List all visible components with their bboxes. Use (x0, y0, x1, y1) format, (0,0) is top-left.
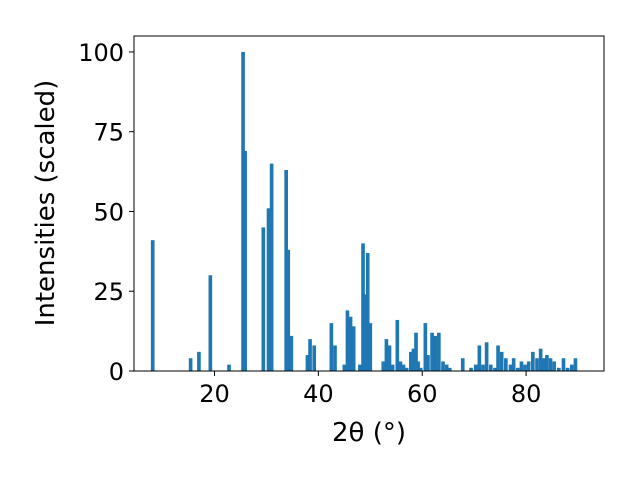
bar (261, 227, 266, 371)
bar (418, 367, 423, 371)
y-tick-label: 0 (109, 358, 124, 386)
bar (401, 364, 406, 371)
bar (519, 361, 524, 371)
bar (365, 252, 370, 371)
bar (569, 364, 574, 371)
bar (227, 364, 231, 371)
bar (188, 358, 193, 371)
bar (493, 367, 497, 371)
bar (381, 361, 386, 371)
x-axis-ticks: 20 40 60 80 (199, 371, 541, 408)
bar (535, 358, 539, 371)
x-tick-label: 80 (511, 380, 542, 408)
bar (545, 355, 549, 371)
bar (426, 355, 430, 371)
bar (469, 367, 473, 371)
bar (312, 345, 317, 371)
bar (368, 323, 373, 371)
bar (305, 355, 310, 371)
bar (398, 361, 403, 371)
bar (329, 323, 334, 371)
bar (499, 351, 504, 371)
bar (345, 310, 350, 371)
bars-group (150, 51, 578, 371)
y-tick-label: 50 (93, 198, 124, 226)
bar (387, 345, 392, 371)
bar (358, 364, 362, 371)
bar (423, 323, 428, 371)
bar (342, 364, 347, 371)
bar (484, 342, 489, 371)
bar (460, 358, 465, 371)
bar (473, 364, 478, 371)
bar (573, 358, 578, 371)
bar (561, 358, 566, 371)
bar (496, 345, 500, 371)
bar (552, 361, 556, 371)
bar (333, 345, 337, 371)
bar (477, 345, 482, 371)
bar (444, 364, 449, 371)
y-tick-label: 75 (93, 119, 124, 147)
bar (416, 361, 420, 371)
bar (286, 249, 291, 371)
bar (408, 351, 413, 371)
bar (548, 358, 553, 371)
bar (481, 364, 485, 371)
bar (197, 351, 201, 371)
x-tick-label: 20 (199, 380, 230, 408)
y-axis-ticks: 0 25 50 75 100 (78, 39, 134, 386)
y-tick-label: 100 (78, 39, 124, 67)
x-tick-label: 60 (407, 380, 438, 408)
bar (511, 358, 516, 371)
bar (289, 335, 294, 371)
bar (390, 364, 395, 371)
bar (504, 358, 508, 371)
x-axis-label: 2θ (°) (332, 418, 406, 448)
bar (208, 275, 213, 371)
bar (565, 367, 570, 371)
bar (414, 332, 418, 371)
bar (395, 319, 400, 371)
bar (363, 294, 368, 371)
bar (150, 240, 155, 371)
y-axis-label: Intensities (scaled) (31, 80, 61, 327)
bar (441, 361, 445, 371)
bar (447, 367, 452, 371)
bar (437, 332, 441, 371)
bar (266, 208, 271, 371)
bar (351, 326, 356, 371)
bar (284, 170, 288, 371)
plot-frame (133, 35, 605, 372)
bar (531, 351, 535, 371)
bar (348, 316, 353, 371)
bar (515, 367, 520, 371)
bar (430, 332, 434, 371)
bar (243, 150, 247, 371)
bar (538, 348, 543, 371)
bar (508, 364, 513, 371)
bar (308, 339, 312, 371)
bar (526, 361, 531, 371)
bar (433, 335, 438, 371)
bar (541, 358, 546, 371)
bar (384, 339, 389, 371)
bar (411, 348, 416, 371)
bar (269, 163, 274, 371)
bar (488, 364, 493, 371)
bar (404, 367, 409, 371)
bar (557, 367, 561, 371)
y-tick-label: 25 (93, 278, 124, 306)
bar (523, 364, 527, 371)
bar (361, 243, 365, 371)
bar (241, 51, 245, 371)
x-tick-label: 40 (303, 380, 334, 408)
